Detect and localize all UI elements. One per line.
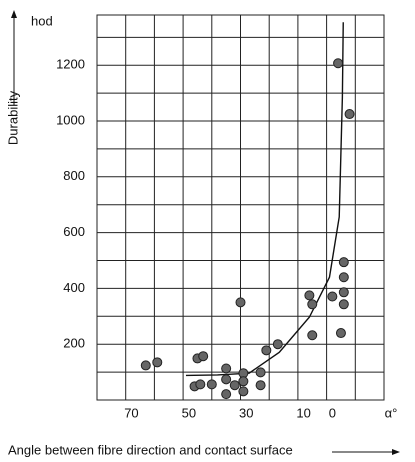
x-unit: α°: [385, 405, 398, 420]
data-point: [198, 351, 209, 362]
y-tick-label: 200: [63, 336, 85, 351]
data-point: [255, 380, 266, 391]
y-axis-label: Durability: [5, 90, 20, 145]
y-unit: hod: [31, 13, 53, 28]
data-point: [261, 345, 272, 356]
x-tick-label: 10: [296, 405, 310, 420]
data-point: [333, 58, 344, 69]
data-point: [221, 363, 232, 374]
y-tick-label: 1200: [56, 57, 85, 72]
y-tick-label: 1000: [56, 112, 85, 127]
data-point: [335, 328, 346, 339]
x-tick-label: 70: [124, 405, 138, 420]
x-tick-label: 30: [239, 405, 253, 420]
data-point: [307, 299, 318, 310]
data-point: [229, 380, 240, 391]
data-point: [272, 339, 283, 350]
data-point: [255, 367, 266, 378]
data-point: [338, 287, 349, 298]
data-point: [221, 374, 232, 385]
y-tick-label: 400: [63, 280, 85, 295]
y-tick-label: 600: [63, 224, 85, 239]
data-point: [327, 291, 338, 302]
data-point: [307, 330, 318, 341]
data-point: [235, 297, 246, 308]
data-point: [338, 272, 349, 283]
data-point: [152, 357, 163, 368]
x-tick-label: 50: [182, 405, 196, 420]
data-point: [221, 389, 232, 400]
x-axis-label: Angle between fibre direction and contac…: [8, 442, 293, 457]
data-point: [140, 360, 151, 371]
data-point: [344, 109, 355, 120]
data-point: [304, 290, 315, 301]
data-point: [206, 379, 217, 390]
data-point: [195, 379, 206, 390]
data-point: [238, 386, 249, 397]
trend-curve: [185, 22, 344, 377]
x-tick-label: 0: [329, 405, 336, 420]
data-point: [338, 257, 349, 268]
data-point: [338, 299, 349, 310]
data-point: [238, 376, 249, 387]
y-tick-label: 800: [63, 168, 85, 183]
